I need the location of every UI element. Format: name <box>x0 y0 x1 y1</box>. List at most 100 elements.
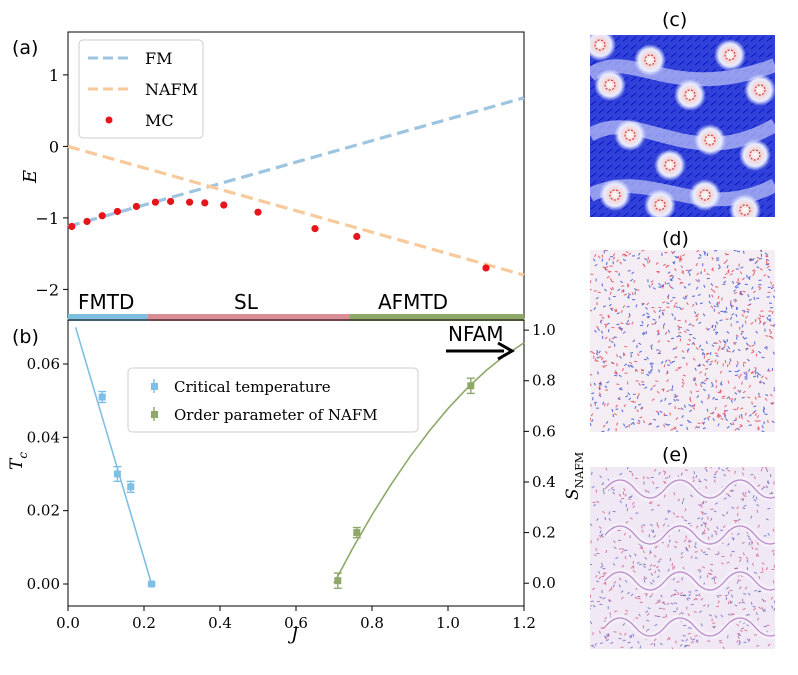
spin-arrow <box>670 251 674 255</box>
spin-arrow <box>667 329 671 333</box>
spin-arrow <box>750 540 754 544</box>
spin-arrow <box>768 318 772 322</box>
spin-arrow <box>607 346 612 349</box>
spin-arrow <box>702 531 704 536</box>
spin-arrow <box>746 308 750 311</box>
spin-arrow <box>733 291 738 295</box>
spin-arrow <box>765 485 769 489</box>
spin-arrow <box>680 551 684 555</box>
spin-arrow <box>644 489 647 493</box>
spin-arrow <box>618 577 622 581</box>
spin-arrow <box>751 401 754 405</box>
spin-arrow <box>636 395 639 400</box>
spin-arrow <box>594 642 597 646</box>
spin-arrow <box>653 554 657 558</box>
spin-arrow <box>734 392 738 395</box>
spin-arrow <box>737 518 741 522</box>
spin-arrow <box>729 601 733 604</box>
spin-arrow <box>768 302 772 305</box>
spin-arrow <box>770 402 774 405</box>
spin-arrow <box>609 278 613 282</box>
spin-arrow <box>613 631 617 633</box>
mc-point <box>201 199 209 207</box>
panel-label-c: (c) <box>662 9 687 31</box>
spin-arrow <box>700 381 704 384</box>
spin-arrow <box>612 413 615 418</box>
spin-arrow <box>764 376 768 380</box>
domain-wall-edge <box>724 617 775 637</box>
spin-arrow <box>644 577 648 580</box>
spin-arrow <box>720 417 724 421</box>
spin-arrow <box>590 471 593 475</box>
y-tick-label-right-b: 0.0 <box>532 574 556 592</box>
spin-arrow <box>741 498 745 502</box>
spin-arrow <box>596 356 600 359</box>
spin-arrow <box>598 384 601 388</box>
spin-arrow <box>604 288 607 292</box>
spin-arrow <box>687 283 691 286</box>
spin-arrow <box>725 467 729 470</box>
mc-point <box>254 208 262 216</box>
spin-arrow <box>662 323 666 327</box>
spin-arrow <box>654 624 658 627</box>
spin-texture-d <box>590 250 775 432</box>
spin-arrow <box>680 556 684 559</box>
spin-arrow <box>713 510 717 513</box>
spin-arrow <box>739 373 742 377</box>
spin-arrow <box>618 326 622 330</box>
skyrmion-core <box>594 39 606 51</box>
spin-arrow <box>758 606 762 610</box>
panel-label-d: (d) <box>662 228 689 250</box>
spin-arrow <box>680 472 683 476</box>
spin-arrow <box>753 296 756 300</box>
spin-arrow <box>623 403 627 408</box>
spin-arrow <box>734 520 738 524</box>
spin-arrow <box>663 480 667 483</box>
spin-arrow <box>607 428 610 432</box>
spin-arrow <box>706 396 710 400</box>
spin-arrow <box>722 646 725 649</box>
spin-arrow <box>667 359 671 363</box>
spin-arrow <box>727 350 731 353</box>
spin-arrow <box>596 580 600 583</box>
spin-arrow <box>763 273 767 277</box>
panel-label-e: (e) <box>662 444 689 466</box>
legend-order-label: Order parameter of NAFM <box>174 406 378 424</box>
spin-arrow <box>683 645 688 648</box>
y-tick-label-left-b: 0.04 <box>27 428 60 446</box>
y-tick-label-left-b: 0.02 <box>27 502 60 520</box>
spin-arrow <box>700 523 704 527</box>
spin-arrow <box>741 381 743 385</box>
spin-arrow <box>717 295 720 299</box>
spin-arrow <box>710 288 714 292</box>
spin-arrow <box>769 328 771 333</box>
spin-arrow <box>715 532 718 536</box>
spin-arrow <box>598 386 602 390</box>
skyrmion-core <box>654 199 666 211</box>
spin-arrow <box>681 378 685 382</box>
spin-arrow <box>734 284 738 288</box>
spin-arrow <box>742 552 745 556</box>
spin-arrow <box>724 252 728 256</box>
spin-arrow <box>678 306 682 310</box>
spin-arrow <box>622 622 626 626</box>
spin-arrow <box>693 611 697 613</box>
spin-arrow <box>627 467 629 470</box>
spin-arrow <box>713 581 717 585</box>
legend-fm-label: FM <box>145 49 172 68</box>
spin-arrow <box>682 296 686 300</box>
spin-arrow <box>726 425 730 429</box>
spin-arrow <box>767 643 771 647</box>
spin-arrow <box>702 352 706 356</box>
spin-arrow <box>755 553 759 557</box>
spin-arrow <box>601 482 604 486</box>
skyrmion <box>739 139 771 171</box>
spin-arrow <box>722 525 726 528</box>
x-tick-label-b: 1.2 <box>512 614 536 632</box>
skyrmion <box>599 179 631 211</box>
spin-arrow <box>766 262 770 265</box>
spin-arrow <box>738 292 742 296</box>
spin-arrow <box>714 406 717 411</box>
spin-arrow <box>735 313 738 318</box>
spin-arrow <box>628 252 632 256</box>
